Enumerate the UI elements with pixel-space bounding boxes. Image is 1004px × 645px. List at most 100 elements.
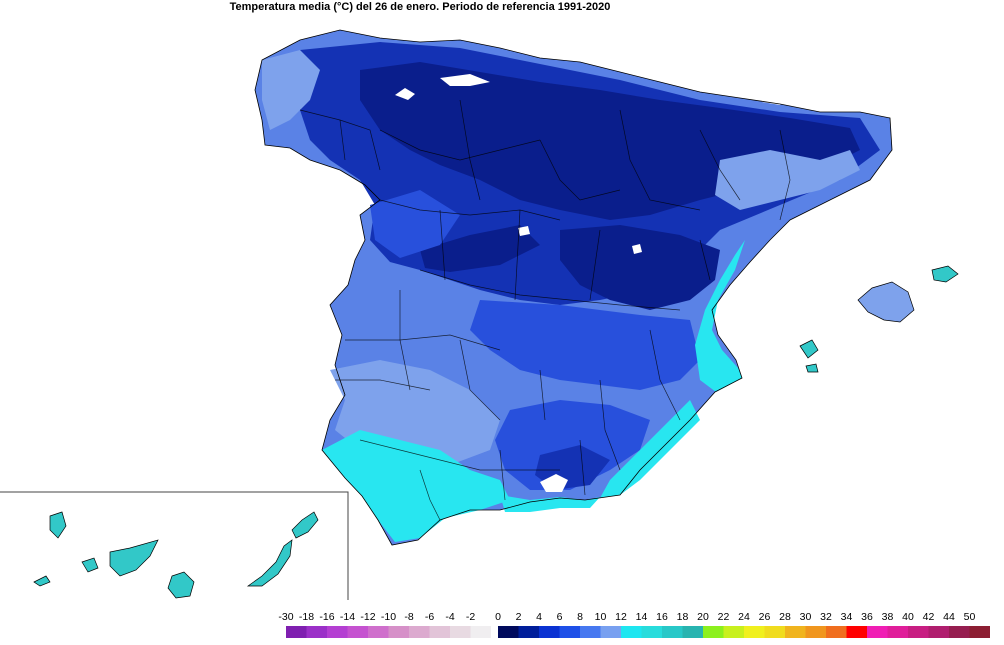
el-hierro (33, 575, 51, 587)
ibiza (799, 339, 819, 359)
legend-label-positive-5: 10 (594, 611, 607, 623)
legend-swatch-negative-6 (409, 626, 430, 638)
fuerteventura (246, 539, 293, 587)
legend-label-positive-0: 0 (495, 611, 501, 623)
legend-swatch-negative-0 (286, 626, 307, 638)
legend-swatch-negative-5 (388, 626, 409, 638)
legend-label-negative-8: -4 (445, 611, 455, 623)
legend-label-positive-12: 24 (738, 611, 750, 623)
legend-swatch-positive-4 (580, 626, 601, 638)
legend-swatch-positive-1 (518, 626, 539, 638)
legend-label-positive-9: 18 (676, 611, 689, 623)
region-southeast-cyan (600, 400, 700, 498)
legend-label-positive-11: 22 (717, 611, 730, 623)
snow-pyrenees (755, 88, 790, 105)
legend-label-negative-7: -6 (424, 611, 435, 623)
legend-swatch-positive-12 (744, 626, 765, 638)
snow-guadarrama (518, 226, 530, 236)
legend-swatch-positive-19 (887, 626, 908, 638)
region-east-coast-cyan (695, 240, 745, 392)
mallorca (857, 281, 915, 323)
legend-swatch-negative-3 (347, 626, 368, 638)
legend-swatch-positive-10 (703, 626, 724, 638)
legend-label-positive-18: 36 (861, 611, 873, 623)
legend-label-negative-5: -10 (380, 611, 397, 623)
region-iberian-deep (560, 225, 720, 310)
snow-iberian (632, 244, 642, 254)
gran-canaria (167, 571, 195, 599)
formentera (805, 363, 819, 373)
legend-label-positive-17: 34 (840, 611, 853, 623)
legend-label-negative-2: -16 (319, 611, 335, 623)
legend-swatch-positive-0 (498, 626, 519, 638)
snow-sierra-nevada (540, 474, 568, 492)
legend-label-negative-6: -8 (404, 611, 414, 623)
la-palma (49, 511, 67, 539)
iberian-peninsula (254, 29, 893, 546)
legend-label-positive-21: 42 (922, 611, 935, 623)
legend-label-positive-15: 30 (799, 611, 812, 623)
legend-label-positive-22: 44 (943, 611, 955, 623)
map-title: Temperatura media (°C) del 26 de enero. … (229, 1, 611, 13)
lanzarote (291, 511, 319, 539)
legend-label-positive-23: 50 (963, 611, 976, 623)
legend-label-positive-1: 2 (515, 611, 522, 623)
legend-swatch-positive-15 (805, 626, 826, 638)
balearic-islands (799, 265, 959, 373)
legend-swatch-positive-21 (928, 626, 949, 638)
legend-swatch-positive-9 (682, 626, 703, 638)
legend-swatch-negative-2 (327, 626, 348, 638)
legend-label-positive-19: 38 (881, 611, 894, 623)
legend-swatch-negative-7 (429, 626, 450, 638)
canary-inset (0, 491, 349, 600)
region-galicia-pale (262, 50, 320, 130)
peninsula-outline (254, 29, 893, 546)
legend-swatch-positive-11 (723, 626, 744, 638)
legend-swatch-positive-20 (908, 626, 929, 638)
legend-swatch-positive-18 (867, 626, 888, 638)
legend-swatch-negative-8 (450, 626, 471, 638)
legend-swatch-positive-14 (785, 626, 806, 638)
legend-label-positive-7: 14 (635, 611, 648, 623)
inset-frame (0, 491, 349, 600)
legend-swatch-negative-4 (368, 626, 389, 638)
legend-label-positive-4: 8 (577, 611, 583, 623)
region-west-mid (370, 190, 460, 258)
legend-label-positive-20: 40 (902, 611, 914, 623)
legend-swatch-positive-3 (559, 626, 580, 638)
legend-label-positive-14: 28 (779, 611, 791, 623)
legend-swatch-positive-6 (621, 626, 642, 638)
region-betic-mid (495, 400, 650, 490)
snow-cantabrian-1 (395, 88, 415, 100)
region-central-mid (470, 300, 700, 390)
tenerife (109, 539, 159, 577)
legend-label-positive-13: 26 (758, 611, 771, 623)
la-gomera (81, 557, 99, 573)
legend-label-negative-4: -12 (360, 611, 376, 623)
legend-swatch-positive-8 (662, 626, 683, 638)
legend-swatch-positive-7 (641, 626, 662, 638)
region-ebro-pale (715, 150, 860, 210)
legend-swatch-positive-17 (846, 626, 867, 638)
legend-label-positive-10: 20 (697, 611, 709, 623)
legend-label-negative-9: -2 (465, 611, 476, 623)
legend-label-positive-6: 12 (615, 611, 627, 623)
legend-swatch-positive-22 (949, 626, 970, 638)
legend-colorbar (286, 626, 990, 638)
province-borders (299, 99, 791, 521)
menorca (931, 265, 959, 283)
legend-swatch-positive-16 (826, 626, 847, 638)
legend-label-positive-2: 4 (536, 611, 542, 623)
legend-swatch-positive-13 (764, 626, 785, 638)
legend-label-negative-1: -18 (298, 611, 315, 623)
region-central-deep (420, 225, 540, 272)
legend-swatch-negative-9 (470, 626, 491, 638)
legend-swatch-positive-5 (600, 626, 621, 638)
legend-label-positive-8: 16 (656, 611, 668, 623)
legend-label-positive-3: 6 (556, 611, 563, 623)
legend-swatch-negative-1 (306, 626, 327, 638)
legend-swatch-positive-2 (539, 626, 560, 638)
snow-cantabrian-2 (440, 74, 490, 86)
region-southwest-cyan (322, 430, 510, 542)
